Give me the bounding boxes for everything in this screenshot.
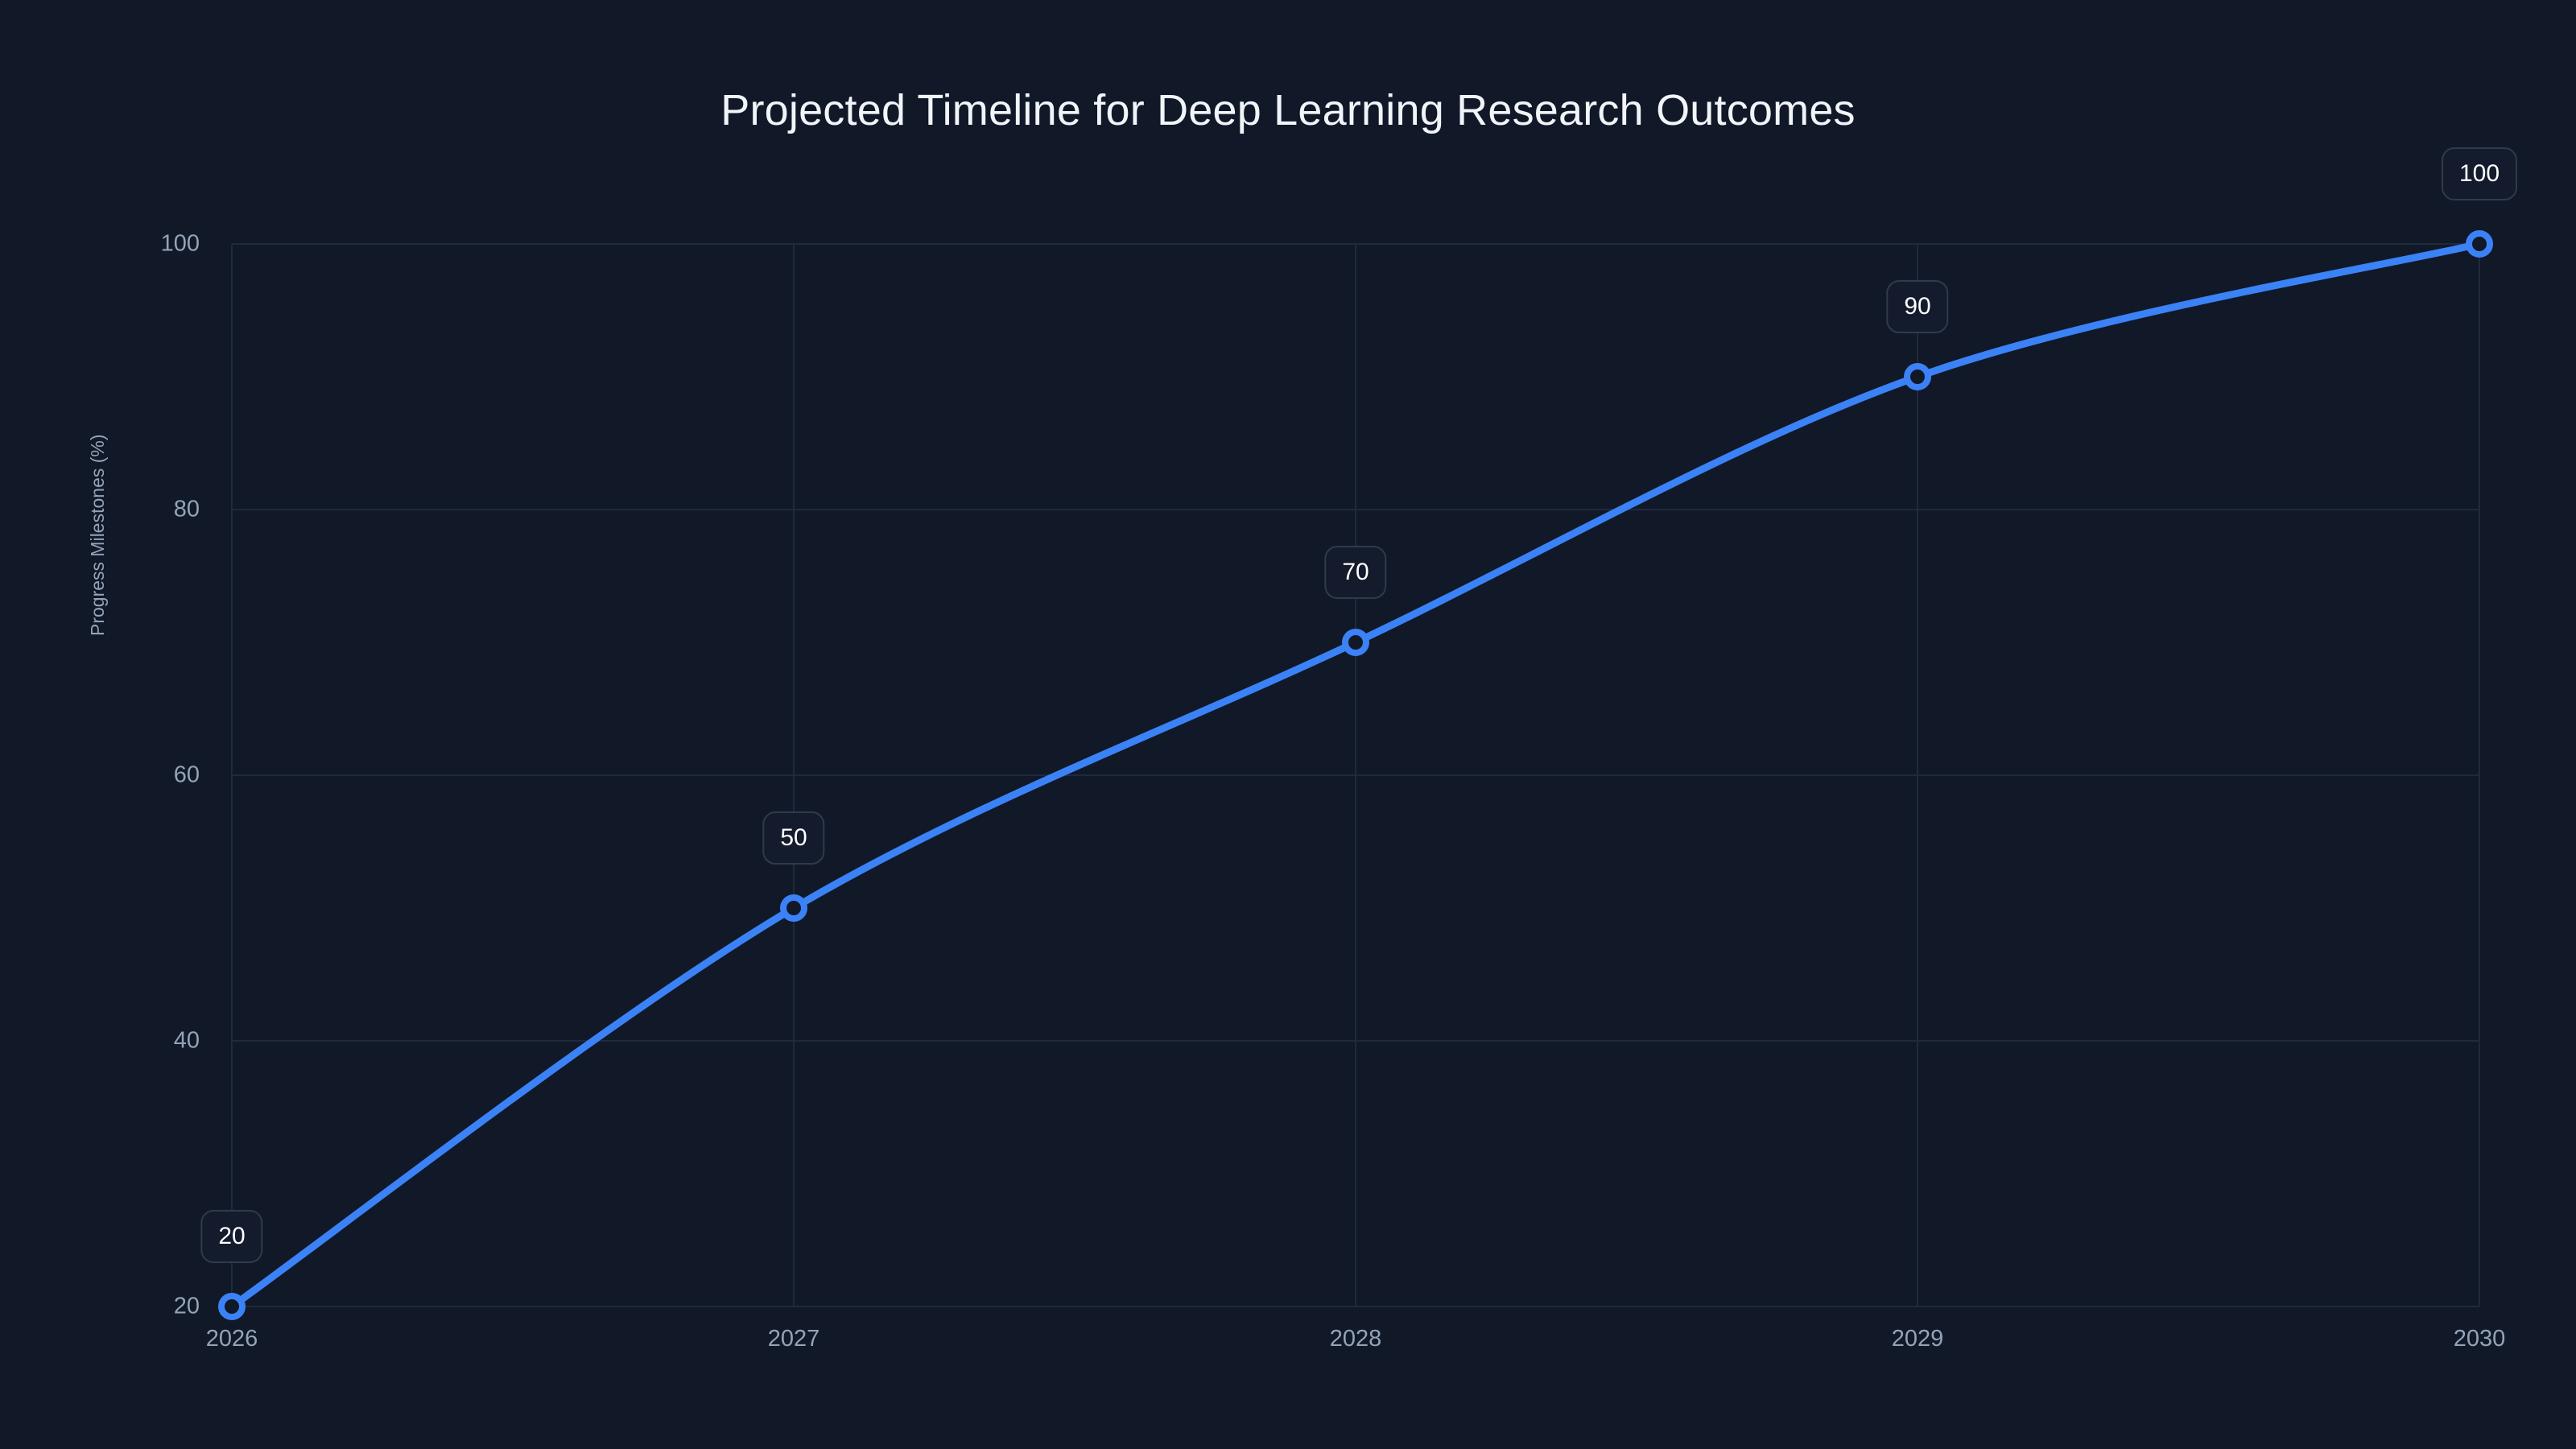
- data-point-value-label: 70: [1324, 546, 1387, 599]
- y-axis-tick-label: 80: [173, 496, 200, 522]
- data-point-markers: [218, 230, 2493, 1320]
- data-point-marker[interactable]: [1904, 363, 1931, 390]
- data-point-marker[interactable]: [2466, 230, 2493, 258]
- x-axis-tick-label: 2029: [1891, 1326, 1944, 1352]
- data-point-marker[interactable]: [780, 894, 807, 922]
- y-axis-tick-label: 40: [173, 1027, 200, 1054]
- data-point-marker[interactable]: [1342, 629, 1369, 656]
- data-point-marker[interactable]: [218, 1293, 246, 1320]
- vertical-gridlines: [231, 244, 2480, 1307]
- x-axis-tick-label: 2030: [2453, 1326, 2506, 1352]
- data-point-value-label: 100: [2441, 147, 2518, 200]
- x-axis-tick-label: 2027: [767, 1326, 820, 1352]
- y-axis-tick-label: 60: [173, 762, 200, 788]
- y-axis-tick-label: 100: [160, 230, 200, 257]
- chart-title: Projected Timeline for Deep Learning Res…: [720, 86, 1856, 134]
- data-point-value-label: 90: [1886, 280, 1949, 333]
- data-point-value-label: 20: [200, 1210, 263, 1263]
- data-point-value-label: 50: [762, 811, 825, 865]
- y-axis-tick-label: 20: [173, 1293, 200, 1319]
- x-axis-tick-label: 2026: [205, 1326, 258, 1352]
- x-axis-tick-label: 2028: [1329, 1326, 1382, 1352]
